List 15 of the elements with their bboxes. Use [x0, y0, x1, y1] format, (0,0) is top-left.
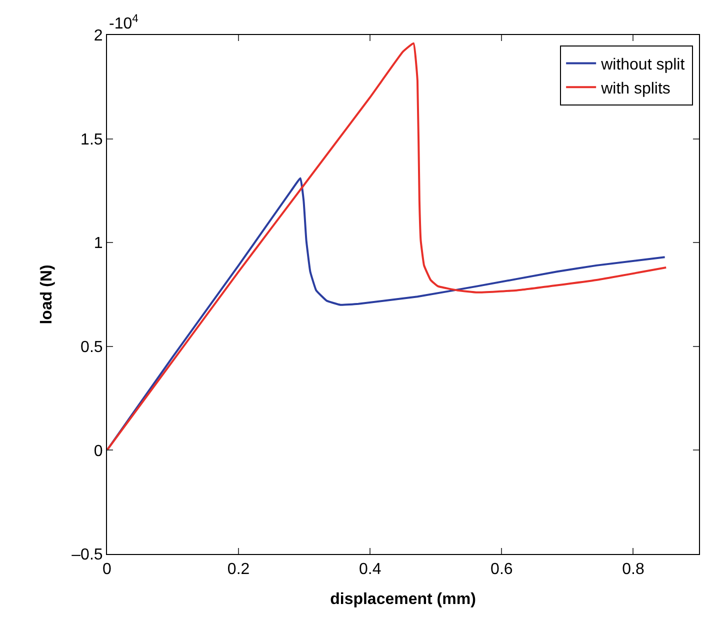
x-tick-label: 0.4	[358, 561, 382, 578]
text: -10$^{4}$	[109, 13, 138, 33]
y-tick-label: –0.5	[72, 546, 103, 564]
y-tick-label: 0.5	[80, 339, 103, 356]
y-tick-label: 1	[94, 235, 103, 252]
legend-label: without split	[600, 56, 686, 74]
x-tick-label: 0.6	[490, 561, 513, 578]
legend-label: with splits	[600, 80, 670, 98]
x-axis-title: displacement (mm)	[330, 590, 476, 608]
x-tick-label: 0.8	[622, 561, 644, 578]
y-tick-label: 1.5	[80, 131, 103, 148]
x-tick-label: 0.2	[227, 561, 250, 578]
y-tick-label: 2	[94, 28, 103, 45]
y-axis-title: load (N)	[38, 264, 56, 324]
y-tick-label: 0	[94, 442, 103, 460]
